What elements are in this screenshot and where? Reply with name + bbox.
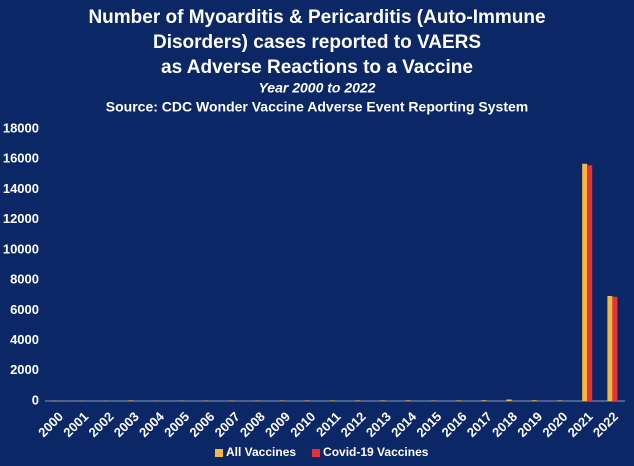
legend-swatch (215, 449, 223, 457)
x-tick-label: 2022 (590, 409, 621, 440)
bar (531, 400, 537, 401)
x-tick-label: 2004 (136, 408, 168, 440)
x-tick-label: 2010 (287, 409, 318, 440)
x-tick-label: 2019 (514, 409, 545, 440)
bar (380, 400, 386, 401)
y-tick-label: 12000 (3, 211, 39, 226)
y-tick-label: 10000 (3, 241, 39, 256)
legend-label: All Vaccines (226, 445, 296, 459)
y-tick-label: 4000 (10, 332, 39, 347)
bar (582, 163, 588, 401)
x-tick-label: 2006 (186, 409, 217, 440)
legend-swatch (312, 449, 321, 457)
x-tick-label: 2018 (489, 409, 520, 440)
bar (607, 295, 613, 401)
x-tick-label: 2002 (86, 409, 117, 440)
y-tick-label: 14000 (3, 181, 39, 196)
chart-title: Number of Myoarditis & Pericarditis (Aut… (88, 7, 545, 28)
x-tick-label: 2005 (161, 409, 192, 440)
legend-label: Covid-19 Vaccines (323, 445, 429, 459)
y-tick-label: 16000 (3, 151, 39, 166)
x-tick-label: 2016 (439, 409, 470, 440)
bar (612, 296, 618, 401)
x-tick-label: 2001 (60, 409, 91, 440)
x-tick-label: 2013 (363, 409, 394, 440)
bar (405, 400, 411, 401)
y-tick-label: 6000 (10, 302, 39, 317)
bar (587, 165, 593, 401)
x-tick-label: 2003 (111, 409, 142, 440)
x-tick-label: 2015 (413, 409, 444, 440)
bar (506, 399, 512, 401)
bar (330, 400, 335, 401)
x-tick-label: 2014 (388, 408, 420, 440)
bar (304, 400, 310, 401)
bar (556, 400, 562, 401)
x-tick-label: 2008 (237, 409, 268, 440)
y-tick-label: 18000 (3, 120, 39, 135)
x-tick-label: 2007 (212, 409, 243, 440)
x-tick-label: 2011 (313, 409, 344, 440)
bar (128, 400, 134, 401)
chart-subtitle: Year 2000 to 2022 (258, 80, 375, 96)
bar (481, 400, 487, 401)
bar (456, 400, 462, 401)
y-tick-label: 8000 (10, 272, 39, 287)
y-tick-label: 0 (32, 392, 39, 407)
x-tick-label: 2009 (262, 409, 293, 440)
x-tick-label: 2020 (539, 409, 570, 440)
x-tick-label: 2017 (464, 409, 495, 440)
bar (279, 400, 285, 401)
x-tick-label: 2021 (565, 409, 596, 440)
bar (430, 400, 436, 401)
chart-title: Disorders) cases reported to VAERS (153, 32, 481, 53)
x-tick-label: 2000 (35, 409, 66, 440)
chart-source: Source: CDC Wonder Vaccine Adverse Event… (106, 99, 528, 115)
bar (355, 400, 361, 401)
y-tick-label: 2000 (10, 362, 39, 377)
chart-title: as Adverse Reactions to a Vaccine (161, 57, 473, 78)
x-tick-label: 2012 (338, 409, 369, 440)
